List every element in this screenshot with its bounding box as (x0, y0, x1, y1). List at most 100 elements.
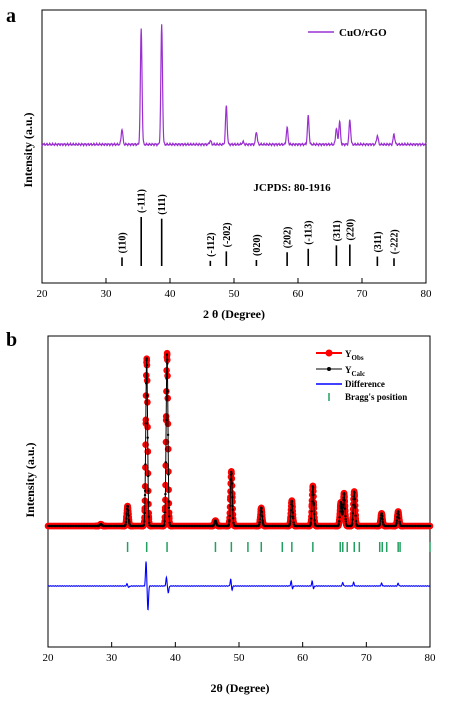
panel-b-calc-point (293, 524, 296, 528)
legend-obs-swatch-marker (325, 349, 333, 357)
panel-b-calc-point (289, 509, 293, 512)
panel-a-frame (41, 9, 427, 284)
panel-b-calc-point (312, 493, 315, 497)
panel-b-calc-point (166, 433, 170, 437)
panel-b-calc-point (147, 515, 151, 518)
panel-b-observed-points (44, 349, 434, 530)
panel-b-calc-point (292, 517, 295, 520)
panel-b-calc-point (343, 493, 346, 496)
panel-b-calc-point (148, 521, 151, 525)
panel-b-calc-point (310, 517, 313, 520)
panel-b-calc-point (312, 501, 316, 505)
panel-b-calc-point (292, 521, 295, 524)
panel-b-calc-point (164, 418, 168, 422)
panel-a-y-axis-label: Intensity (a.u.) (21, 112, 35, 187)
panel-b-calc-point (145, 359, 148, 362)
panel-b-calc-point (290, 503, 293, 506)
panel-b-calc-point (126, 505, 130, 508)
panel-b-calc-point (165, 377, 168, 380)
panel-b-calc-point (398, 520, 401, 523)
panel-b-calc-point (144, 382, 148, 385)
panel-a-reference-hkl-label: (020) (252, 234, 263, 256)
panel-b-calc-point (228, 504, 232, 508)
panel-b-calc-point (260, 510, 264, 514)
panel-b-calc-dots (46, 353, 432, 528)
panel-a-reference-hkl-label: (220) (345, 219, 356, 241)
panel-b-calc-point (397, 517, 401, 520)
panel-b-calc-point (352, 495, 355, 498)
panel-a-x-tick-label: 70 (357, 288, 369, 300)
panel-b-calc-point (258, 521, 261, 524)
panel-b-calc-point (127, 509, 130, 512)
panel-b-calc-point (143, 493, 147, 497)
panel-b-x-tick-label: 80 (425, 652, 437, 664)
panel-b-calc-point (396, 515, 399, 519)
panel-a-x-axis-label: 2 θ (Degree) (203, 307, 265, 321)
panel-b-calc-point (399, 524, 403, 528)
panel-b-calc-point (127, 518, 131, 522)
panel-b-x-tick-label: 20 (43, 652, 55, 664)
panel-b-calc-point (232, 521, 235, 525)
panel-b-calc-point (124, 521, 128, 524)
panel-b-calc-point (168, 515, 171, 518)
panel-b-calc-point (163, 511, 167, 514)
panel-b-calc-point (344, 515, 347, 518)
panel-b-x-tick-label: 30 (106, 652, 118, 664)
panel-a-x-tick-label: 40 (165, 288, 177, 300)
panel-b-calc-point (428, 524, 432, 528)
panel-b-calc-point (351, 522, 354, 525)
panel-b-x-tick-label: 60 (297, 652, 309, 664)
panel-b-calc-point (309, 521, 313, 525)
panel-b-calc-point (314, 524, 317, 527)
panel-b-legend: YObs YCalc Difference Bragg's position (316, 349, 407, 402)
panel-a-reference-hkl-label: (311) (332, 220, 343, 241)
panel-b-calc-point (147, 489, 150, 493)
legend-calc-swatch-marker (327, 367, 331, 371)
panel-b-calc-point (125, 512, 128, 515)
panel-b-calc-point (148, 523, 151, 527)
panel-a-reference-hkl-label: (311) (373, 231, 384, 252)
panel-b-calc-point (124, 523, 127, 526)
panel-b-calc-point (344, 517, 347, 521)
panel-a-series-line (41, 24, 427, 148)
panel-b-calc-point (289, 515, 292, 518)
panel-b-calc-point (341, 503, 345, 507)
panel-b-calc-point (229, 478, 233, 481)
panel-b-calc-point (342, 496, 345, 499)
panel-b-calc-point (143, 489, 147, 493)
panel-a-x-tick-label: 20 (37, 288, 49, 300)
panel-b-calc-point (166, 390, 169, 393)
panel-b-calc-point (291, 515, 295, 518)
panel-b-calc-point (312, 503, 316, 507)
panel-a-x-tick-label: 60 (293, 288, 305, 300)
panel-b-calc-point (163, 520, 166, 523)
panel-b-calc-point (143, 511, 146, 515)
panel-a-legend-label: CuO/rGO (339, 27, 387, 39)
panel-a-reference-hkl-label: (110) (118, 232, 129, 253)
panel-b-calc-point (340, 507, 343, 510)
panel-b-calc-point (144, 422, 147, 425)
panel-a-x-tick-label: 30 (101, 288, 113, 300)
panel-b-calc-point (144, 463, 147, 466)
panel-b-calc-point (291, 511, 295, 514)
panel-b-plot: 20 30 40 50 60 70 80 Intensity (a.u.) 2θ (Degr… (23, 335, 437, 695)
panel-b-calc-point (146, 394, 149, 397)
panel-b-calc-point (355, 524, 359, 528)
panel-b-bragg-ticks (126, 542, 431, 552)
panel-b-calc-point (291, 504, 294, 508)
panel-b-calc-point (258, 518, 262, 521)
panel-b-calc-point (165, 353, 169, 357)
panel-a-reference-hkl-label: (202) (283, 227, 294, 249)
panel-b-calc-point (338, 510, 342, 513)
panel-b-y-axis-label: Intensity (a.u.) (23, 442, 37, 517)
panel-b-calc-point (229, 491, 232, 494)
panel-b-calc-point (129, 524, 132, 528)
panel-b-calc-point (166, 362, 169, 365)
panel-b-calc-point (125, 517, 128, 520)
panel-b-calc-point (378, 522, 382, 525)
panel-b-calc-point (339, 501, 343, 504)
panel-b-calc-point (231, 496, 234, 499)
panel-b-difference-line (47, 561, 431, 611)
panel-a-reference-lines: (110) (-111) (111) (-112) (-202) (020) (202) (-… (118, 189, 401, 266)
panel-b-calc-point (147, 501, 150, 504)
